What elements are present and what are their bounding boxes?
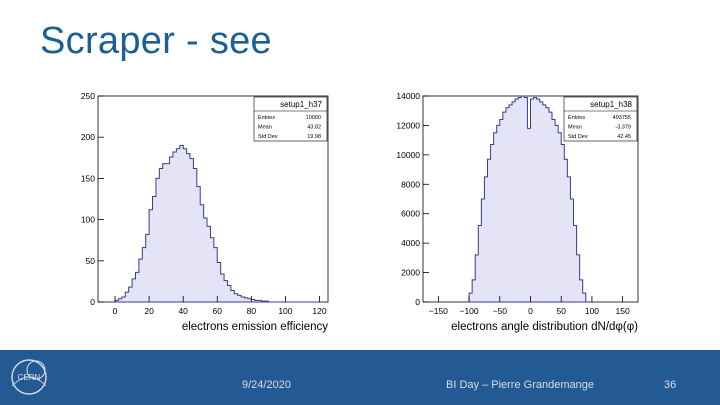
- y-tick-label: 50: [86, 256, 96, 266]
- page-number: 36: [664, 379, 677, 391]
- y-tick-label: 12000: [396, 120, 420, 130]
- y-tick-label: 8000: [401, 179, 420, 189]
- y-tick-label: 4000: [401, 238, 420, 248]
- slide-title: Scraper - see: [40, 20, 272, 62]
- y-tick-label: 10000: [396, 150, 420, 160]
- stats-title: setup1_h37: [280, 100, 322, 109]
- cern-logo-icon: CERN: [11, 359, 47, 395]
- x-axis-label: electrons emission efficiency: [182, 321, 328, 333]
- x-tick-label: −150: [429, 306, 448, 316]
- x-tick-label: −50: [493, 306, 508, 316]
- stats-key: Entries: [568, 115, 585, 121]
- stats-key: Std Dev: [568, 134, 588, 140]
- x-axis-label: electrons angle distribution dN/dφ(φ): [451, 321, 638, 333]
- x-tick-label: 150: [616, 306, 630, 316]
- stats-value: -3.379: [615, 125, 631, 131]
- stats-key: Mean: [568, 125, 582, 131]
- x-tick-label: 40: [178, 306, 188, 316]
- x-tick-label: 120: [312, 306, 326, 316]
- histogram-right-svg: 0 2000 4000 6000 8000 10000 12000 14000 −150 −100…: [396, 91, 639, 333]
- stats-key: Entries: [258, 115, 275, 121]
- y-tick-label: 6000: [401, 209, 420, 219]
- x-tick-label: 100: [278, 306, 292, 316]
- y-tick-label: 200: [81, 132, 95, 142]
- logo-text: CERN: [18, 373, 41, 382]
- footer-bar: CERN 9/24/2020 BI Day – Pierre Grandeman…: [0, 350, 720, 405]
- stats-value: 43.82: [307, 125, 321, 131]
- stats-box: setup1_h37 Entries 10000 Mean 43.82 Std Dev 19…: [253, 96, 328, 142]
- y-tick-label: 2000: [401, 268, 420, 278]
- x-tick-label: 0: [528, 306, 533, 316]
- stats-value: 10000: [306, 115, 321, 121]
- stats-box: setup1_h38 Entries 493755 Mean -3.379 Std Dev…: [563, 96, 638, 142]
- histogram-bars: [468, 95, 589, 303]
- y-tick-label: 250: [81, 91, 95, 101]
- stats-value: 42.45: [617, 134, 631, 140]
- stats-title: setup1_h38: [590, 100, 632, 109]
- y-tick-label: 100: [81, 215, 95, 225]
- x-tick-label: 100: [585, 306, 599, 316]
- histogram-left-svg: 0 50 100 150 200 250 0 20 40 60 80 100 120 electrons …: [81, 91, 329, 333]
- histogram-bars: [114, 144, 320, 303]
- x-tick-label: 20: [144, 306, 154, 316]
- x-tick-label: 80: [247, 306, 257, 316]
- y-tick-label: 14000: [396, 91, 420, 101]
- x-tick-label: 60: [213, 306, 223, 316]
- y-tick-label: 0: [415, 297, 420, 307]
- stats-key: Mean: [258, 125, 272, 131]
- y-tick-label: 0: [90, 297, 95, 307]
- stats-value: 493755: [613, 115, 631, 121]
- stats-value: 19.98: [307, 134, 321, 140]
- histogram-left: 0 50 100 150 200 250 0 20 40 60 80 100 120 electrons …: [78, 88, 330, 338]
- footer-date: 9/24/2020: [242, 379, 291, 391]
- x-tick-label: 50: [556, 306, 566, 316]
- x-tick-label: −100: [459, 306, 478, 316]
- footer-author: BI Day – Pierre Grandemange: [446, 379, 594, 391]
- stats-key: Std Dev: [258, 134, 278, 140]
- y-tick-label: 150: [81, 173, 95, 183]
- histogram-right: 0 2000 4000 6000 8000 10000 12000 14000 −150 −100…: [388, 88, 642, 338]
- x-tick-label: 0: [113, 306, 118, 316]
